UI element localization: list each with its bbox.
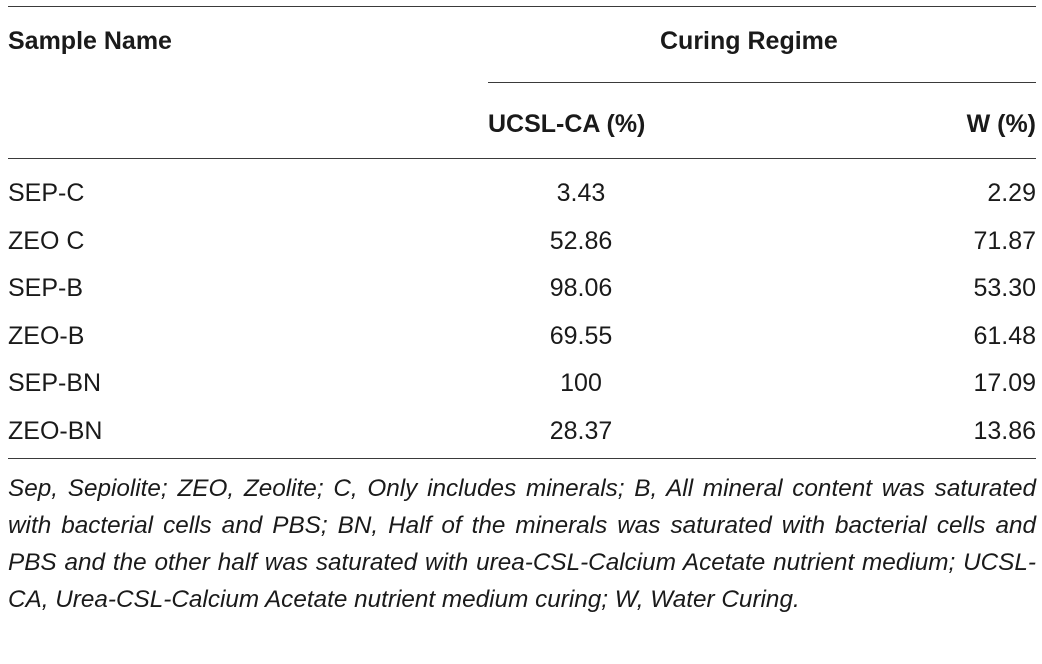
table-header-rule (8, 158, 1036, 159)
cell-ucsl-ca: 52.86 (549, 226, 613, 255)
cell-w: 71.87 (973, 226, 1036, 255)
table-row: ZEO C 52.86 71.87 (8, 220, 1036, 268)
cell-w: 61.48 (973, 321, 1036, 350)
cell-ucsl-ca: 3.43 (556, 179, 606, 207)
cell-w: 17.09 (973, 369, 1036, 397)
table-bottom-rule (8, 458, 1036, 459)
table-row: SEP-B 98.06 53.30 (8, 267, 1036, 315)
cell-sample-name: SEP-BN (8, 369, 102, 397)
cell-sample-name: ZEO C (8, 226, 85, 255)
cell-ucsl-ca: 98.06 (549, 274, 613, 302)
table-row: ZEO-BN 28.37 13.86 (8, 410, 1036, 458)
cell-sample-name: SEP-B (8, 274, 84, 302)
cell-ucsl-ca: 100 (560, 369, 602, 397)
table-row: SEP-C 3.43 2.29 (8, 172, 1036, 220)
cell-ucsl-ca: 69.55 (549, 321, 613, 350)
table-row: SEP-BN 100 17.09 (8, 362, 1036, 410)
table-row: ZEO-B 69.55 61.48 (8, 315, 1036, 363)
header-sample-name: Sample Name (8, 27, 172, 55)
cell-ucsl-ca: 28.37 (549, 416, 613, 445)
header-ucsl-ca: UCSL-CA (%) (488, 110, 646, 138)
cell-sample-name: ZEO-BN (8, 416, 103, 445)
table-top-rule (8, 6, 1036, 7)
header-curing-regime: Curing Regime (660, 27, 838, 55)
cell-w: 53.30 (973, 274, 1036, 302)
curing-regime-underline (488, 82, 1036, 83)
table-footnote: Sep, Sepiolite; ZEO, Zeolite; C, Only in… (8, 475, 1036, 613)
header-w: W (%) (966, 110, 1036, 138)
cell-sample-name: ZEO-B (8, 321, 85, 350)
cell-sample-name: SEP-C (8, 179, 85, 207)
table-body: SEP-C 3.43 2.29 ZEO C 52.86 71.87 SEP-B … (8, 172, 1036, 457)
cell-w: 13.86 (973, 416, 1036, 445)
cell-w: 2.29 (987, 179, 1036, 207)
